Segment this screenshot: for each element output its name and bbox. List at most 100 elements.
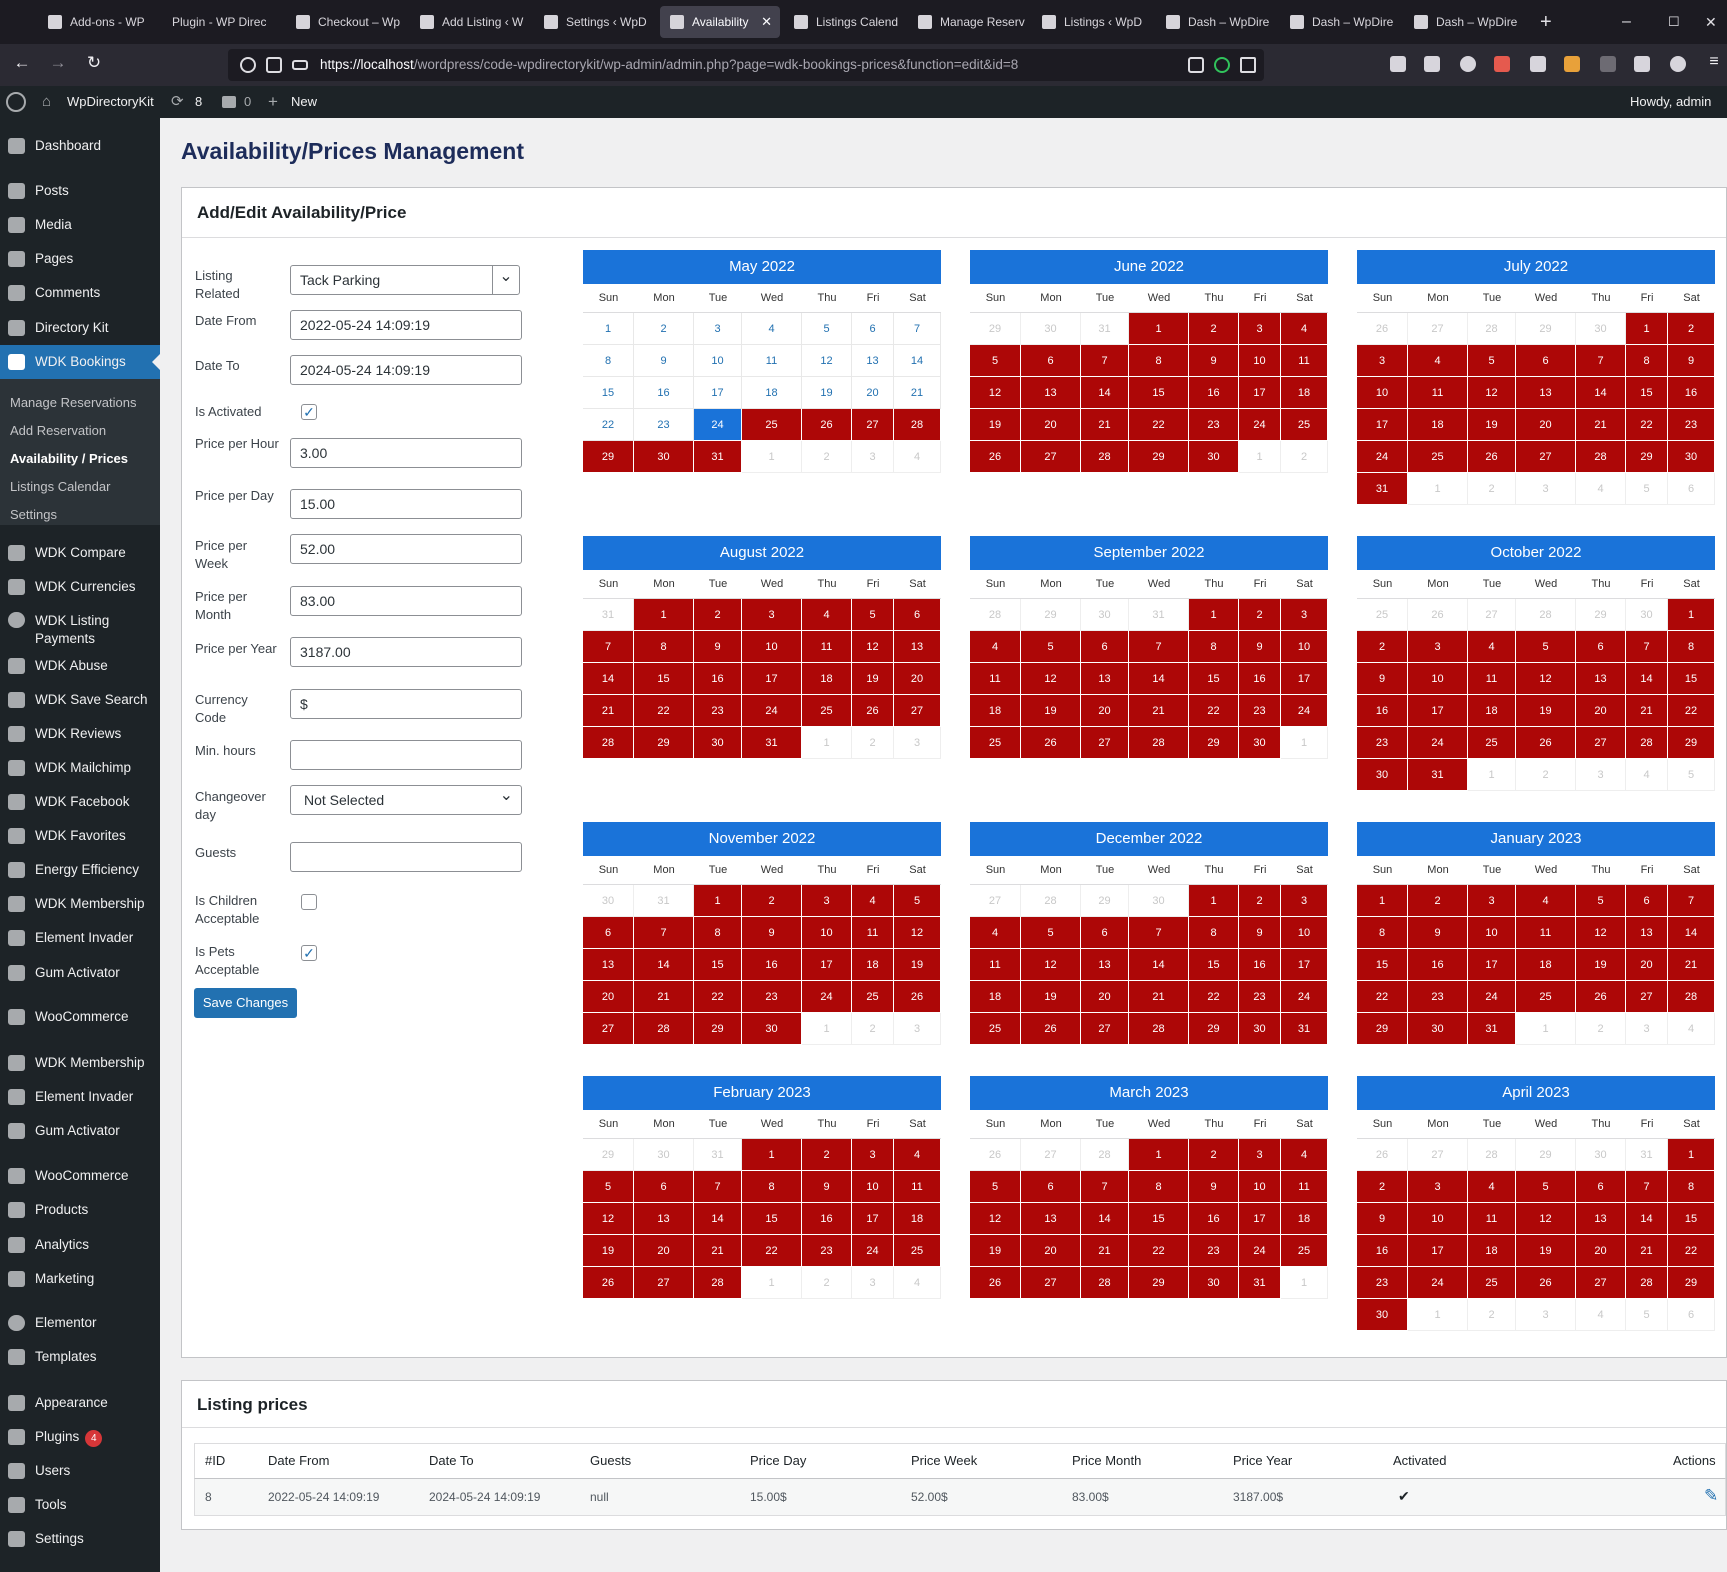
calendar-day-available[interactable]: 16 — [634, 377, 694, 409]
calendar-day-booked[interactable]: 11 — [1516, 917, 1576, 949]
calendar-day-booked[interactable]: 22 — [1189, 981, 1239, 1013]
calendar-day-booked[interactable]: 1 — [1129, 313, 1189, 345]
calendar-day-booked[interactable]: 10 — [1239, 345, 1281, 377]
calendar-day-booked[interactable]: 2 — [1189, 313, 1239, 345]
calendar-day-booked[interactable]: 26 — [802, 409, 852, 441]
globe-icon[interactable] — [1670, 56, 1686, 72]
browser-tab-active[interactable]: Availability ✕ — [660, 6, 780, 38]
calendar-day-available[interactable]: 13 — [852, 345, 894, 377]
calendar-day-booked[interactable]: 20 — [894, 663, 941, 695]
calendar-day-booked[interactable]: 8 — [1668, 631, 1715, 663]
calendar-day-booked[interactable]: 20 — [1576, 1235, 1626, 1267]
submenu-add-reservation[interactable]: Add Reservation — [10, 423, 107, 438]
calendar-day-booked[interactable]: 6 — [1081, 917, 1129, 949]
wrench-icon[interactable] — [1424, 56, 1440, 72]
calendar-day-booked[interactable]: 27 — [852, 409, 894, 441]
reload-icon[interactable]: ↻ — [86, 53, 102, 72]
calendar-day-booked[interactable]: 17 — [1357, 409, 1408, 441]
calendar-day-booked[interactable]: 25 — [1281, 409, 1328, 441]
permissions-icon[interactable] — [292, 60, 308, 70]
sidebar-item-energy-efficiency[interactable]: Energy Efficiency — [0, 853, 160, 887]
extension-doc-icon[interactable] — [1530, 56, 1546, 72]
calendar-day-booked[interactable]: 3 — [1408, 1171, 1468, 1203]
sidebar-item-appearance[interactable]: Appearance — [0, 1386, 160, 1420]
calendar-day-available[interactable]: 11 — [742, 345, 802, 377]
submenu-settings[interactable]: Settings — [10, 507, 57, 522]
calendar-day-booked[interactable]: 28 — [694, 1267, 742, 1299]
calendar-day-booked[interactable]: 4 — [852, 885, 894, 917]
calendar-day-booked[interactable]: 29 — [583, 441, 634, 473]
calendar-day-booked[interactable]: 27 — [634, 1267, 694, 1299]
calendar-day-booked[interactable]: 1 — [694, 885, 742, 917]
calendar-day-booked[interactable]: 12 — [970, 377, 1021, 409]
price-day-input[interactable]: 15.00 — [290, 489, 522, 519]
price-year-input[interactable]: 3187.00 — [290, 637, 522, 667]
close-window-button[interactable]: ✕ — [1705, 14, 1717, 30]
calendar-day-booked[interactable]: 5 — [1576, 885, 1626, 917]
calendar-day-booked[interactable]: 1 — [1129, 1139, 1189, 1171]
calendar-day-booked[interactable]: 25 — [1281, 1235, 1328, 1267]
changeover-day-select[interactable]: Not Selected ⌄ — [290, 785, 522, 815]
calendar-day-booked[interactable]: 19 — [1576, 949, 1626, 981]
calendar-day-booked[interactable]: 22 — [1357, 981, 1408, 1013]
browser-tab[interactable]: Dash – WpDire — [1280, 6, 1398, 38]
calendar-day-booked[interactable]: 10 — [1239, 1171, 1281, 1203]
menu-hamburger-icon[interactable]: ≡ — [1709, 53, 1719, 70]
calendar-day-booked[interactable]: 28 — [894, 409, 941, 441]
calendar-day-booked[interactable]: 5 — [970, 345, 1021, 377]
calendar-day-booked[interactable]: 10 — [1281, 917, 1328, 949]
calendar-day-booked[interactable]: 24 — [1408, 727, 1468, 759]
sidebar-item-wdk-reviews[interactable]: WDK Reviews — [0, 717, 160, 751]
maximize-button[interactable]: ☐ — [1668, 14, 1680, 29]
calendar-day-booked[interactable]: 5 — [583, 1171, 634, 1203]
calendar-day-booked[interactable]: 7 — [694, 1171, 742, 1203]
extension-red-icon[interactable] — [1494, 56, 1510, 72]
calendar-day-booked[interactable]: 19 — [970, 409, 1021, 441]
calendar-day-booked[interactable]: 27 — [1626, 981, 1668, 1013]
calendar-day-booked[interactable]: 28 — [1081, 1267, 1129, 1299]
calendar-day-booked[interactable]: 5 — [894, 885, 941, 917]
calendar-day-booked[interactable]: 16 — [802, 1203, 852, 1235]
sidebar-item-element-invader[interactable]: Element Invader — [0, 921, 160, 955]
calendar-day-available[interactable]: 4 — [742, 313, 802, 345]
calendar-day-booked[interactable]: 2 — [694, 599, 742, 631]
calendar-day-booked[interactable]: 24 — [1239, 1235, 1281, 1267]
calendar-day-booked[interactable]: 13 — [1021, 377, 1081, 409]
calendar-day-booked[interactable]: 26 — [583, 1267, 634, 1299]
calendar-day-booked[interactable]: 15 — [634, 663, 694, 695]
calendar-day-booked[interactable]: 8 — [1189, 917, 1239, 949]
calendar-day-booked[interactable]: 19 — [852, 663, 894, 695]
calendar-day-booked[interactable]: 3 — [1281, 599, 1328, 631]
calendar-day-available[interactable]: 6 — [852, 313, 894, 345]
calendar-day-booked[interactable]: 6 — [894, 599, 941, 631]
calendar-day-available[interactable]: 14 — [894, 345, 941, 377]
calendar-day-booked[interactable]: 13 — [1021, 1203, 1081, 1235]
calendar-day-booked[interactable]: 25 — [852, 981, 894, 1013]
calendar-day-booked[interactable]: 5 — [1516, 1171, 1576, 1203]
calendar-day-booked[interactable]: 13 — [1081, 663, 1129, 695]
calendar-day-booked[interactable]: 7 — [1081, 1171, 1129, 1203]
calendar-day-booked[interactable]: 12 — [1021, 949, 1081, 981]
calendar-day-booked[interactable]: 16 — [694, 663, 742, 695]
address-bar[interactable]: https://localhost/wordpress/code-wpdirec… — [228, 49, 1264, 81]
calendar-day-booked[interactable]: 27 — [1081, 727, 1129, 759]
calendar-day-booked[interactable]: 26 — [1576, 981, 1626, 1013]
calendar-day-booked[interactable]: 9 — [1239, 631, 1281, 663]
calendar-day-booked[interactable]: 28 — [1576, 441, 1626, 473]
sidebar-item-wdk-bookings[interactable]: WDK Bookings — [0, 345, 160, 379]
calendar-day-booked[interactable]: 15 — [1357, 949, 1408, 981]
browser-tab[interactable]: Listings ‹ WpD — [1032, 6, 1150, 38]
calendar-day-booked[interactable]: 25 — [894, 1235, 941, 1267]
calendar-day-booked[interactable]: 9 — [694, 631, 742, 663]
calendar-day-booked[interactable]: 1 — [1189, 885, 1239, 917]
calendar-day-booked[interactable]: 20 — [1081, 695, 1129, 727]
calendar-day-booked[interactable]: 9 — [1189, 1171, 1239, 1203]
calendar-day-booked[interactable]: 4 — [1281, 1139, 1328, 1171]
sidebar-item-woocommerce[interactable]: WooCommerce — [0, 1000, 160, 1034]
calendar-day-booked[interactable]: 27 — [1516, 441, 1576, 473]
calendar-day-booked[interactable]: 7 — [1081, 345, 1129, 377]
calendar-day-booked[interactable]: 8 — [694, 917, 742, 949]
comments-icon[interactable] — [222, 96, 236, 108]
sidebar-item-wdk-mailchimp[interactable]: WDK Mailchimp — [0, 751, 160, 785]
calendar-day-booked[interactable]: 27 — [1021, 1267, 1081, 1299]
